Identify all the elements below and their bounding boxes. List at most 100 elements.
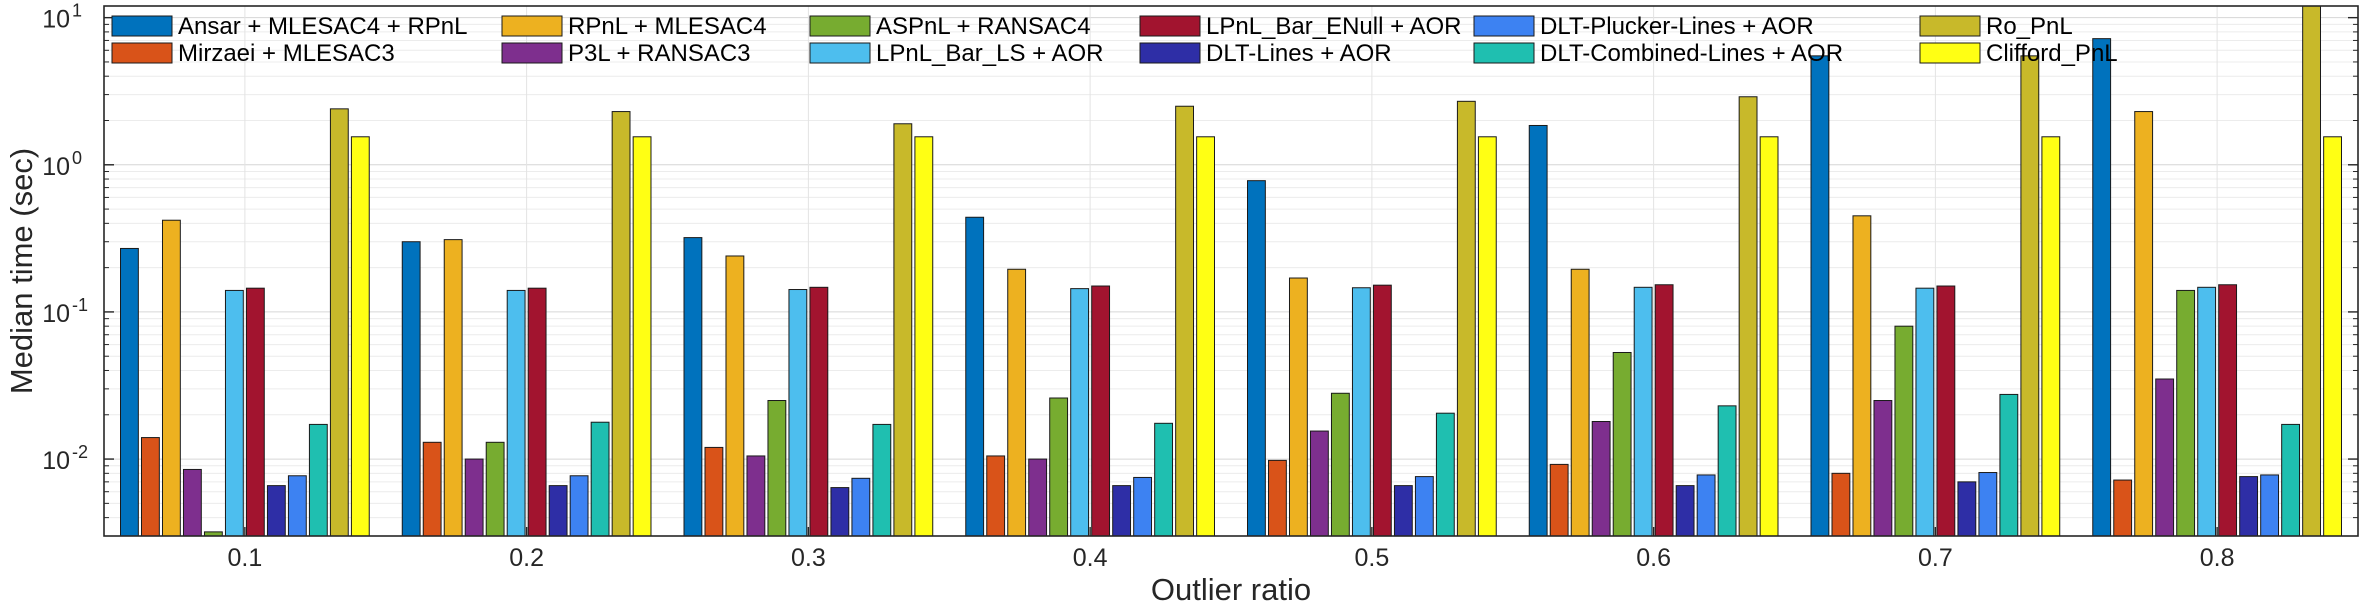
legend-label: Ro_PnL: [1986, 13, 2073, 40]
x-tick-label: 0.8: [2200, 544, 2235, 572]
grid-lines: [104, 6, 2358, 537]
plot-frame: [103, 5, 2359, 537]
bar: [1549, 463, 1569, 537]
bar: [632, 136, 652, 537]
y-tick-label: 10: [42, 300, 70, 328]
legend-swatch: [501, 42, 563, 64]
x-tick-label: 0.2: [509, 544, 544, 572]
legend-label: P3L + RANSAC3: [568, 40, 751, 67]
bar: [704, 446, 724, 537]
x-tick-label: 0.6: [1636, 544, 1671, 572]
bar: [2020, 55, 2040, 537]
bar: [1372, 284, 1392, 537]
bar: [590, 421, 610, 537]
bar: [1070, 288, 1090, 537]
legend-label: DLT-Plucker-Lines + AOR: [1540, 13, 1814, 40]
legend-label: ASPnL + RANSAC4: [876, 13, 1091, 40]
bar: [1915, 287, 1935, 537]
bar: [1414, 476, 1434, 537]
x-axis-label: Outlier ratio: [1151, 572, 1311, 607]
bar: [1330, 392, 1350, 537]
y-axis-label: Median time (sec): [4, 148, 39, 394]
bar: [2041, 136, 2061, 537]
bar: [1978, 472, 1998, 537]
legend-swatch: [1919, 15, 1981, 37]
bar: [1612, 351, 1632, 537]
bar: [788, 289, 808, 537]
bar: [2113, 479, 2133, 537]
bar: [1477, 136, 1497, 537]
bar: [1112, 485, 1132, 537]
legend-swatch: [1139, 42, 1201, 64]
bar: [851, 477, 871, 537]
bar: [1267, 459, 1287, 537]
x-tick-label: 0.4: [1073, 544, 1108, 572]
bar: [464, 458, 484, 537]
y-tick-exponent: -1: [72, 295, 88, 315]
bar: [1654, 284, 1674, 537]
x-tick-label: 0.1: [227, 544, 262, 572]
legend-swatch: [111, 42, 173, 64]
bar: [2323, 136, 2342, 537]
x-tick-label: 0.5: [1354, 544, 1389, 572]
bar: [1351, 287, 1371, 537]
bar: [893, 123, 913, 537]
bar: [308, 423, 328, 537]
bar: [914, 136, 934, 537]
bar: [506, 289, 526, 537]
y-tick-exponent: 0: [72, 148, 82, 168]
legend-swatch: [1919, 42, 1981, 64]
bar: [2134, 111, 2154, 537]
bar: [443, 239, 463, 537]
bar: [1154, 422, 1174, 537]
bar: [1591, 421, 1611, 537]
y-tick-exponent: -2: [72, 442, 88, 462]
legend-label: RPnL + MLESAC4: [568, 13, 767, 40]
bar: [1435, 412, 1455, 537]
y-tick-label: 10: [42, 153, 70, 181]
bar: [329, 108, 349, 537]
bar: [1936, 285, 1956, 537]
y-tick-label: 10: [42, 447, 70, 475]
x-tick-label: 0.7: [1918, 544, 1953, 572]
bar: [2239, 476, 2259, 537]
bar: [1196, 136, 1215, 537]
bar: [1633, 286, 1653, 537]
bar: [182, 468, 202, 537]
bar: [965, 216, 985, 537]
legend-label: LPnL_Bar_ENull + AOR: [1206, 13, 1461, 40]
x-tick-label: 0.3: [791, 544, 826, 572]
legend-label: Clifford_PnL: [1986, 40, 2118, 67]
bar: [1738, 96, 1758, 537]
legend-label: Mirzaei + MLESAC3: [178, 40, 395, 67]
y-tick-exponent: 1: [72, 1, 82, 21]
bar: [683, 237, 703, 537]
bar: [1456, 100, 1476, 537]
legend-label: DLT-Lines + AOR: [1206, 40, 1392, 67]
bar: [1247, 180, 1266, 537]
bar: [2176, 289, 2196, 537]
bar: [1894, 325, 1914, 537]
bar: [2302, 5, 2322, 537]
bar: [1696, 474, 1716, 537]
bar: [2281, 423, 2301, 537]
bar: [1049, 397, 1069, 537]
legend-swatch: [809, 15, 871, 37]
bar: [1759, 136, 1779, 537]
bar: [1309, 430, 1329, 537]
legend-swatch: [111, 15, 173, 37]
legend-swatch: [1139, 15, 1201, 37]
bar: [140, 437, 160, 537]
bar: [2260, 474, 2280, 537]
bar: [1288, 277, 1308, 537]
bar: [1831, 472, 1851, 537]
bar: [809, 286, 829, 537]
bar: [1675, 485, 1695, 537]
legend-swatch: [1473, 15, 1535, 37]
bar: [1393, 485, 1413, 537]
bar: [1133, 476, 1153, 537]
bar: [2092, 38, 2112, 537]
